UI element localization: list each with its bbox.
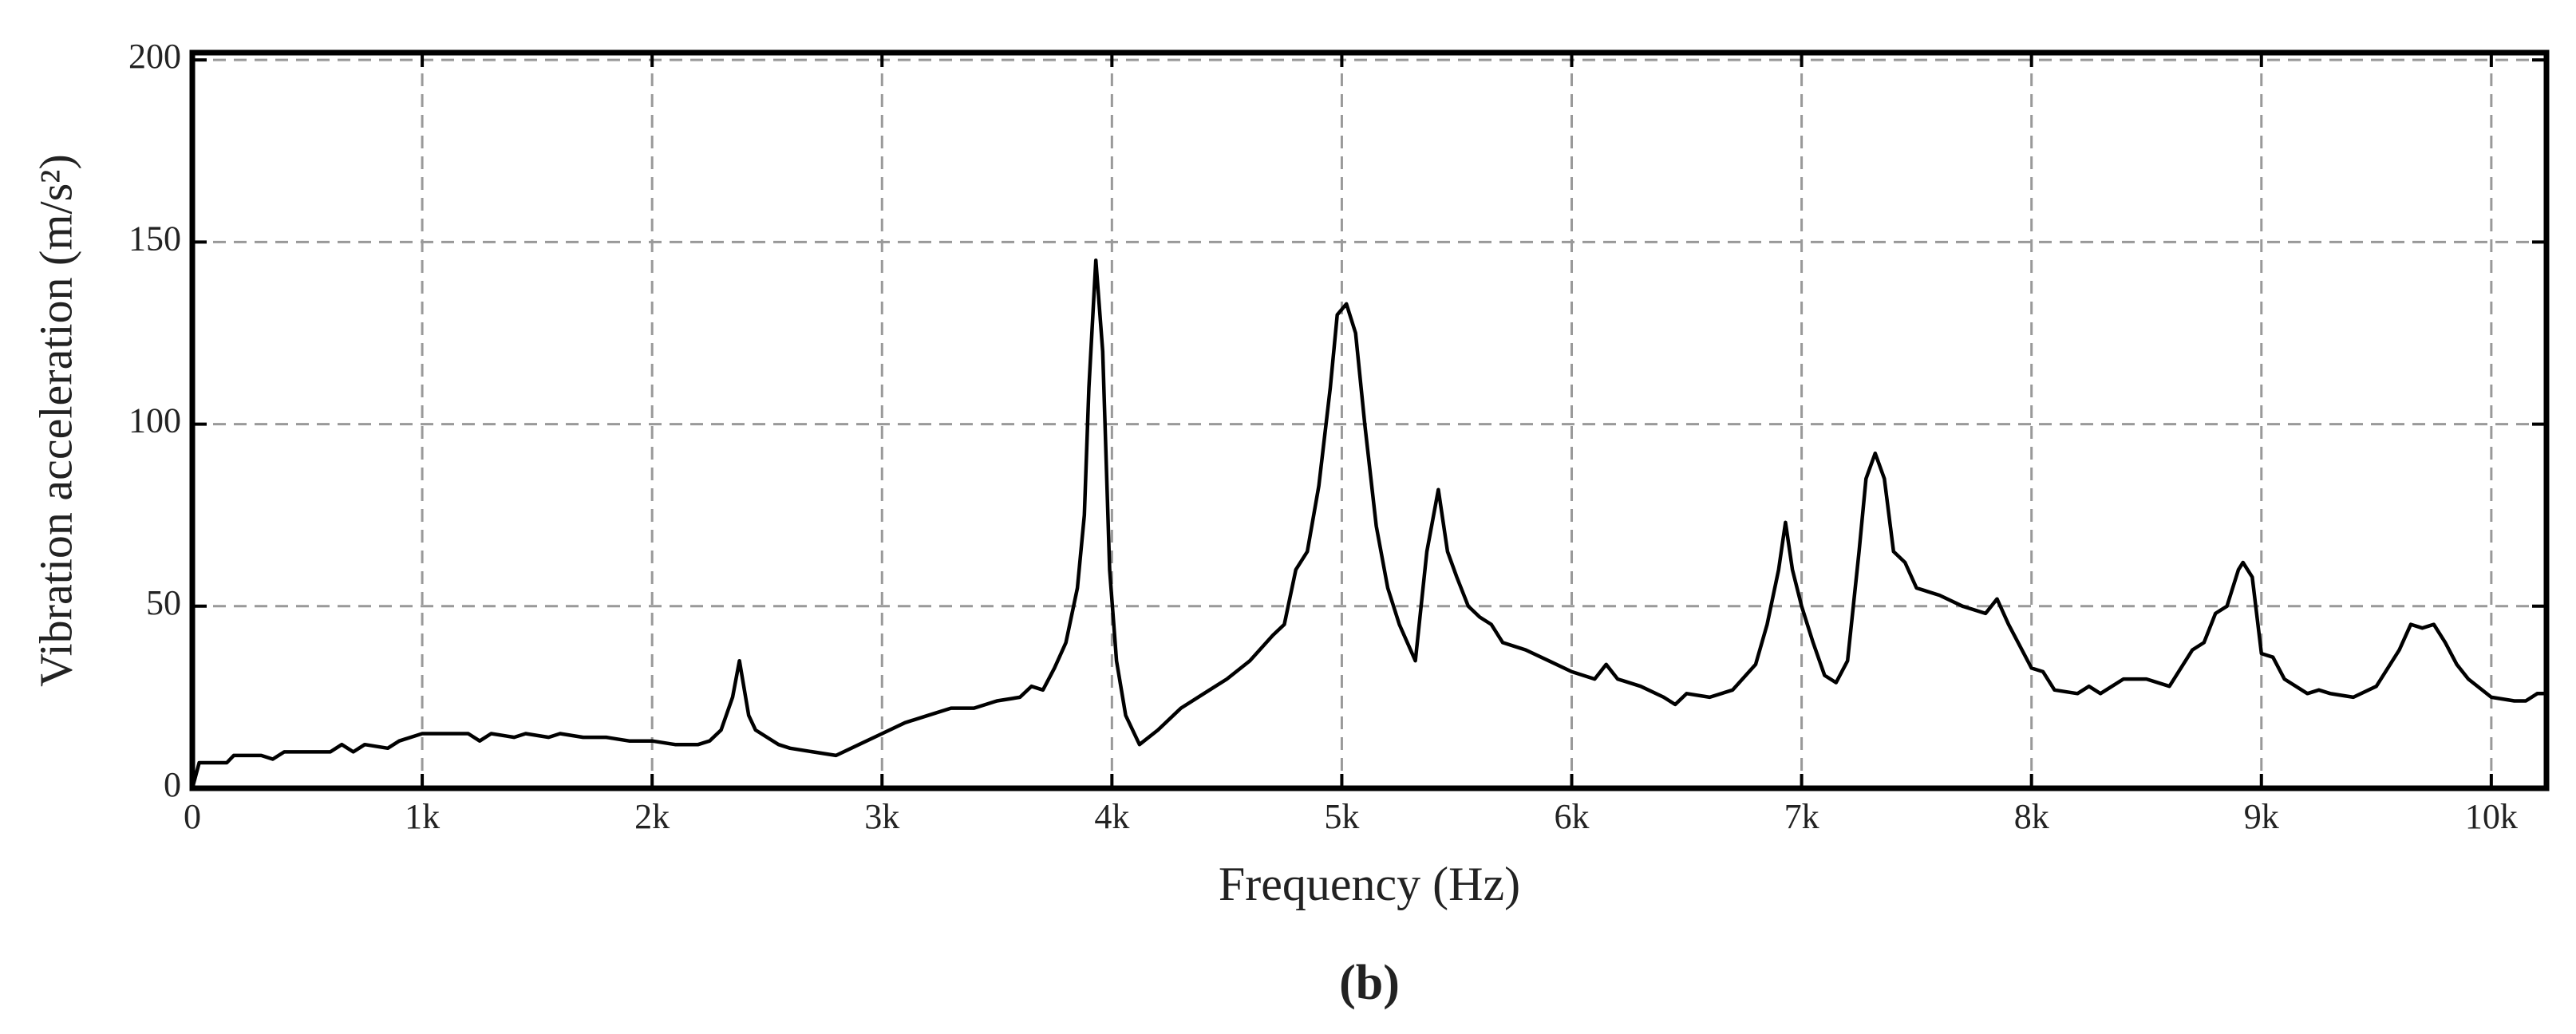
x-tick-label: 1k — [405, 797, 440, 836]
x-tick-label: 0 — [184, 797, 201, 836]
data-line — [190, 258, 2546, 789]
y-tick-label: 200 — [128, 37, 181, 76]
x-tick-label: 8k — [2014, 797, 2049, 836]
y-tick-label: 100 — [128, 401, 181, 440]
x-tick-label: 7k — [1784, 797, 1819, 836]
y-tick-label: 150 — [128, 219, 181, 258]
x-tick-label: 3k — [864, 797, 899, 836]
caption: (b) — [1339, 956, 1400, 1010]
x-tick-label: 5k — [1324, 797, 1359, 836]
x-tick-label: 4k — [1094, 797, 1129, 836]
x-tick-label: 2k — [634, 797, 670, 836]
y-tick-label: 50 — [146, 583, 181, 622]
x-tick-label: 10k — [2465, 797, 2518, 836]
x-tick-label: 6k — [1555, 797, 1590, 836]
x-axis-label: Frequency (Hz) — [1219, 858, 1520, 910]
plot-frame — [189, 49, 2550, 791]
y-tick-label: 0 — [164, 765, 181, 804]
y-axis-label: Vibration acceleration (m/s²) — [30, 154, 81, 687]
x-tick-label: 9k — [2244, 797, 2279, 836]
